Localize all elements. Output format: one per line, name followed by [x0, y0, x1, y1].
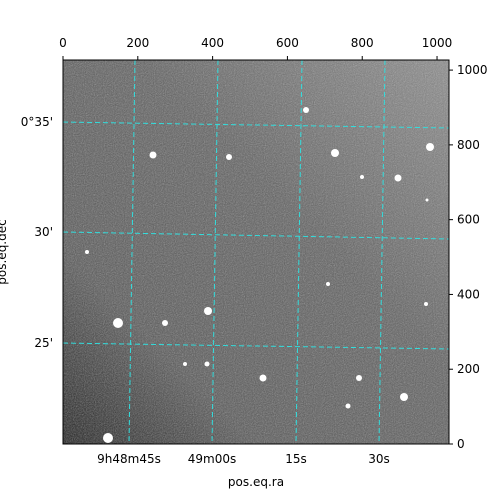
- y-tick-label: 200: [457, 362, 480, 376]
- y-tick-label: 400: [457, 287, 480, 301]
- y-tick-label: 600: [457, 213, 480, 227]
- ra-label: 15s: [285, 452, 307, 466]
- x-tick-label: 400: [201, 36, 224, 50]
- sky-image: [63, 60, 449, 444]
- dec-label: 0°35': [21, 115, 53, 129]
- dec-label: 25': [34, 336, 53, 350]
- y-tick-label: 0: [457, 437, 465, 451]
- dec-label: 30': [34, 225, 53, 239]
- ra-label: 49m00s: [188, 452, 236, 466]
- wcs-labels: 9h48m45s 49m00s 15s 30s 0°35' 30' 25': [21, 115, 390, 466]
- x-tick-label: 0: [59, 36, 67, 50]
- ra-label: 30s: [368, 452, 390, 466]
- y-tick-label: 1000: [457, 63, 488, 77]
- y-tick-label: 800: [457, 138, 480, 152]
- x-axis-label: pos.eq.ra: [228, 475, 284, 489]
- coordinate-grid: [62, 59, 450, 445]
- axes-frame: [62, 59, 450, 445]
- x-tick-label: 1000: [422, 36, 453, 50]
- y-axis-label: pos.eq.dec: [0, 219, 9, 284]
- ra-label: 9h48m45s: [97, 452, 161, 466]
- x-tick-label: 800: [351, 36, 374, 50]
- x-tick-label: 200: [126, 36, 149, 50]
- x-tick-label: 600: [276, 36, 299, 50]
